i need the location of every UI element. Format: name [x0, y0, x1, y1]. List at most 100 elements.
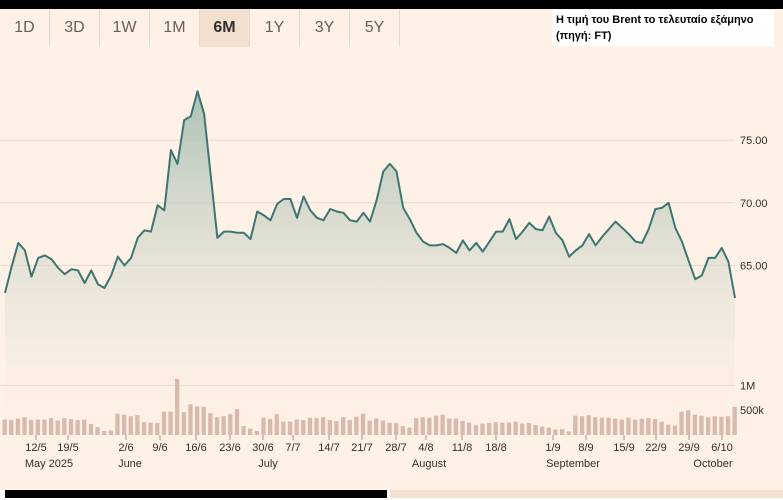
volume-bar: [334, 421, 339, 435]
volume-tick-label: 1M: [740, 380, 755, 392]
volume-bar: [686, 410, 691, 435]
volume-bar: [367, 420, 372, 435]
x-tick-label: 29/9: [678, 442, 699, 454]
range-scrollbar-rest[interactable]: [390, 490, 783, 498]
volume-bar: [712, 416, 717, 435]
volume-bar: [327, 420, 332, 435]
tab-1d[interactable]: 1D: [0, 9, 50, 47]
volume-bar: [719, 416, 724, 435]
x-tick-label: 28/7: [385, 442, 406, 454]
volume-tick-label: 500k: [740, 405, 764, 417]
volume-bar: [400, 426, 405, 435]
volume-bar: [560, 429, 565, 435]
month-label: September: [546, 458, 600, 470]
volume-bar: [706, 417, 711, 435]
volume-bar: [380, 420, 386, 435]
volume-bar: [433, 415, 439, 435]
volume-bar: [732, 406, 737, 435]
volume-bar: [579, 416, 585, 435]
month-label: July: [258, 458, 278, 470]
volume-bar: [460, 421, 465, 435]
volume-bar: [573, 415, 578, 435]
month-label: August: [412, 458, 446, 470]
x-tick-label: 18/8: [485, 442, 506, 454]
volume-bar: [467, 422, 472, 435]
volume-bar: [646, 418, 651, 435]
volume-bar: [155, 423, 160, 435]
volume-bar: [82, 419, 87, 435]
x-tick-label: 22/9: [645, 442, 666, 454]
volume-bar: [95, 427, 100, 435]
volume-bar: [188, 404, 193, 435]
volume-bar: [102, 431, 107, 435]
x-tick-label: 16/6: [185, 442, 206, 454]
tab-1w[interactable]: 1W: [100, 9, 150, 47]
volume-bar: [214, 417, 220, 435]
volume-bar: [2, 419, 7, 435]
tab-1y[interactable]: 1Y: [250, 9, 300, 47]
tab-5y[interactable]: 5Y: [350, 9, 400, 47]
volume-bar: [208, 413, 213, 435]
volume-bar: [115, 413, 120, 435]
tab-3y[interactable]: 3Y: [300, 9, 350, 47]
volume-bar: [699, 415, 704, 435]
y-tick-label: 70.00: [740, 198, 768, 210]
volume-bar: [360, 413, 366, 435]
x-tick-label: 6/10: [711, 442, 732, 454]
volume-bar: [480, 423, 485, 435]
x-tick-label: 11/8: [452, 442, 473, 454]
volume-bar: [248, 428, 253, 435]
volume-bar: [55, 420, 60, 435]
x-axis-ticks: 12/5 19/5 2/6 9/6 16/6 23/6 30/6 7/7 14/7 21/7 28/…: [25, 435, 733, 470]
volume-bar: [652, 419, 658, 435]
volume-bar: [161, 411, 167, 435]
volume-bar: [679, 411, 684, 435]
x-tick-label: 4/8: [418, 442, 433, 454]
range-scrollbar-thumb[interactable]: [5, 490, 387, 498]
x-tick-label: 8/9: [578, 442, 593, 454]
volume-bar: [141, 422, 147, 435]
volume-bar: [261, 417, 266, 435]
volume-bar: [692, 414, 697, 435]
volume-bar: [414, 418, 419, 435]
volume-bar: [453, 418, 459, 435]
volume-bar: [68, 419, 74, 435]
volume-bar: [513, 421, 518, 435]
volume-bar: [672, 425, 678, 435]
volume-bar: [613, 418, 618, 435]
volume-bar: [15, 418, 21, 435]
volume-bar: [619, 419, 624, 435]
volume-bar: [633, 419, 638, 435]
volume-bar: [195, 406, 200, 435]
x-tick-label: 14/7: [318, 442, 339, 454]
volume-bar: [546, 427, 551, 435]
y-axis-ticks: 65.00 70.00 75.00 500k 1M: [740, 135, 768, 417]
range-tabs: 1D 3D 1W 1M 6M 1Y 3Y 5Y: [0, 9, 400, 47]
volume-bar: [493, 422, 498, 435]
volume-bar: [354, 416, 359, 435]
volume-bar: [387, 422, 392, 435]
x-tick-label: 23/6: [219, 442, 240, 454]
volume-bar: [268, 419, 273, 435]
chart-caption: Η τιμή του Brent το τελευταίο εξάμηνο (π…: [552, 10, 774, 46]
volume-bar: [440, 414, 445, 435]
tab-3d[interactable]: 3D: [50, 9, 100, 47]
tab-6m[interactable]: 6M: [200, 9, 250, 47]
volume-bar: [49, 418, 54, 435]
volume-bar: [108, 430, 113, 435]
volume-bar: [566, 431, 571, 435]
volume-bar: [506, 422, 512, 435]
volume-bar: [228, 414, 233, 435]
volume-bar: [447, 418, 452, 435]
price-line-path: [4, 90, 736, 299]
x-tick-label: 2/6: [118, 442, 133, 454]
volume-bar: [427, 417, 432, 435]
volume-bar: [221, 416, 226, 435]
volume-bar: [88, 424, 94, 435]
month-label: June: [118, 458, 142, 470]
volume-bar: [526, 423, 532, 435]
volume-bar: [42, 419, 47, 435]
tab-1m[interactable]: 1M: [150, 9, 200, 47]
volume-bar: [314, 418, 319, 435]
volume-bar: [35, 419, 40, 435]
